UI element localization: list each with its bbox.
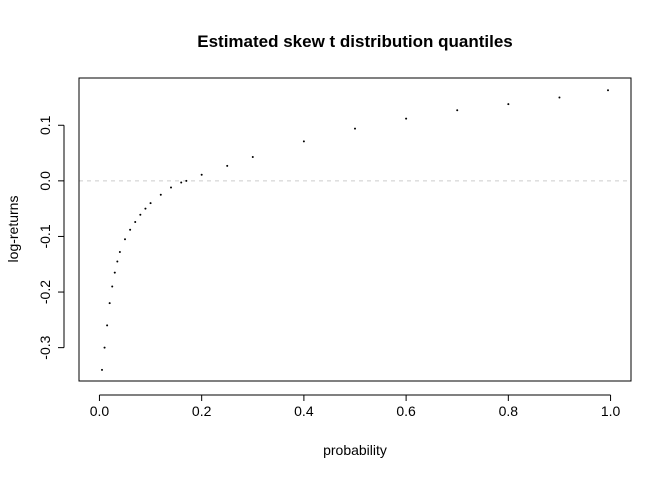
y-tick-label: 0.1 [37,115,53,135]
quantile-point [113,271,116,274]
quantile-point [134,220,137,223]
x-tick-label: 0.2 [192,403,212,419]
quantile-point [226,164,229,167]
quantile-point [103,346,106,349]
y-tick-label: 0.0 [37,171,53,191]
x-tick-label: 0.6 [396,403,416,419]
x-tick-label: 0.8 [499,403,519,419]
quantile-point [159,193,162,196]
quantile-point [558,96,561,99]
quantile-point [144,207,147,210]
quantile-point [101,368,103,371]
quantile-point [139,213,142,216]
quantile-point [200,173,203,176]
quantile-point [405,117,408,120]
y-axis: -0.3 -0.2 -0.1 0.0 0.1 [37,115,65,360]
quantile-point [108,302,111,305]
y-tick-label: -0.3 [37,335,53,359]
quantile-point [106,324,109,327]
y-tick-label: -0.1 [37,224,53,248]
x-axis-label: probability [323,442,387,458]
quantile-point [185,179,188,182]
quantile-point [124,238,126,241]
quantile-point [111,285,114,288]
y-tick-label: -0.2 [37,280,53,304]
quantile-point [354,127,356,130]
quantile-point [251,155,254,158]
quantile-point [180,181,183,184]
quantile-point [507,103,510,106]
plot-frame [78,77,632,382]
quantile-point [149,202,152,205]
quantile-point [170,186,172,189]
quantile-point [607,89,609,92]
quantile-point [302,140,305,143]
x-axis: 0.0 0.2 0.4 0.6 0.8 1.0 [90,394,621,419]
quantile-points [101,89,609,371]
quantile-point [456,109,459,112]
x-tick-label: 1.0 [601,403,621,419]
quantile-point [116,260,119,263]
x-tick-label: 0.4 [294,403,314,419]
chart-title: Estimated skew t distribution quantiles [197,32,513,51]
quantile-point [129,228,132,231]
y-axis-label: log-returns [5,196,21,263]
x-tick-label: 0.0 [90,403,110,419]
quantile-point [118,251,121,254]
